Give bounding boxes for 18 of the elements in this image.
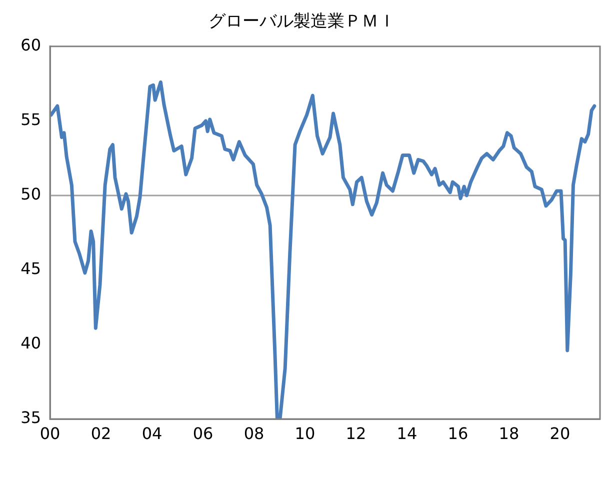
y-tick-label: 60 <box>20 36 41 55</box>
chart-title: グローバル製造業ＰＭＩ <box>208 12 396 32</box>
y-tick-label: 45 <box>20 259 41 278</box>
x-tick-label: 06 <box>192 424 214 443</box>
x-tick-label: 04 <box>142 424 162 443</box>
x-tick-label: 08 <box>244 424 264 443</box>
x-tick-label: 12 <box>346 424 366 443</box>
x-tick-label: 20 <box>550 424 570 443</box>
x-tick-label: 10 <box>294 424 316 443</box>
y-tick-label: 35 <box>20 408 41 428</box>
y-tick-label: 50 <box>20 184 41 204</box>
y-tick-label: 40 <box>20 334 41 353</box>
x-tick-label: 18 <box>498 424 520 443</box>
x-tick-label: 02 <box>90 424 112 443</box>
x-tick-label: 14 <box>396 424 418 443</box>
x-tick-label: 16 <box>448 424 468 443</box>
y-tick-label: 55 <box>20 110 41 130</box>
x-tick-label: 00 <box>40 424 60 443</box>
